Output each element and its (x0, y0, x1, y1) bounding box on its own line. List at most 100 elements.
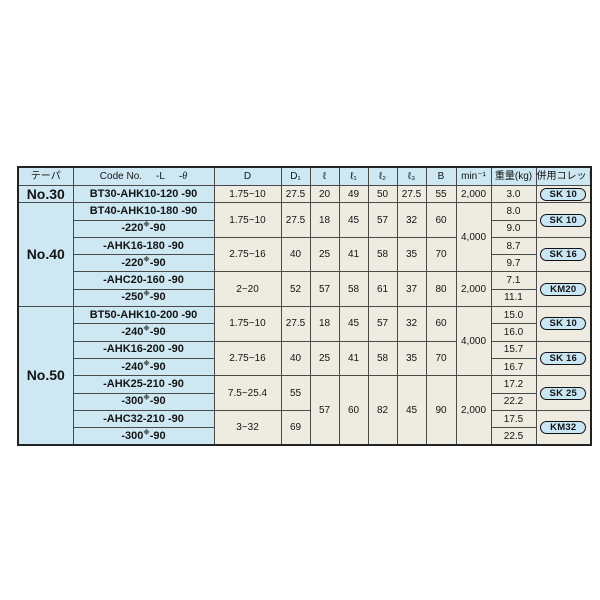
cell-weight: 17.5 (490, 409, 537, 429)
table-row: -220※-90 9.0 (18, 219, 591, 238)
cell-weight: 3.0 (490, 184, 537, 204)
cell-l3: 35 (396, 340, 427, 377)
cell-l1: 45 (338, 202, 369, 238)
col-header-length-label: -L (156, 171, 165, 182)
cell-l2: 57 (367, 306, 398, 342)
cell-collet: SK 10 (535, 306, 592, 342)
cell-d1: 40 (280, 340, 311, 377)
cell-collet: SK 10 (535, 184, 592, 204)
header-row: テーパ Code No. -L -θ D D₁ ℓ ℓ₁ ℓ₂ ℓ₃ B min⁻¹… (17, 166, 592, 186)
cell-l3: 37 (396, 271, 427, 308)
cell-l1: 45 (338, 306, 369, 342)
cell-code: -300※-90 (72, 427, 215, 446)
cell-code: -AHK16-180 -90 (72, 236, 215, 256)
cell-l3: 27.5 (396, 184, 427, 204)
table-row: -300※-90 22.2 (18, 392, 591, 411)
cell-b: 55 (425, 184, 457, 204)
cell-l2: 58 (367, 340, 398, 377)
cell-weight: 11.1 (490, 288, 537, 308)
cell-code: -300※-90 (72, 392, 215, 411)
cell-l: 18 (309, 306, 340, 342)
table-row: No.50 BT50-AHK10-200 -90 1.75~10 27.5 18… (17, 306, 592, 446)
col-header-l1: ℓ₁ (338, 166, 369, 186)
col-header-d1: D₁ (280, 166, 311, 186)
table-row: -AHK25-210 -90 7.5~25.4 55 57 60 82 45 9… (18, 375, 592, 446)
col-header-code-label: Code No. (99, 171, 143, 182)
cell-collet: SK 25 (535, 375, 592, 411)
cell-d1: 55 (280, 375, 311, 411)
cell-d: 7.5~25.4 (213, 375, 282, 411)
taper-no40: No.40 (17, 202, 74, 308)
cell-code: -AHC20-160 -90 (72, 271, 215, 290)
cell-l3: 45 (396, 375, 427, 446)
cell-code: -AHC32-210 -90 (72, 409, 215, 429)
cell-l: 25 (309, 340, 340, 377)
cell-l1: 60 (338, 375, 369, 446)
table-row: -250※-90 11.1 (18, 288, 591, 308)
cell-d1: 40 (280, 236, 311, 273)
cell-l1: 58 (338, 271, 369, 308)
col-header-theta-label: -θ (178, 171, 188, 182)
table-row: -AHK16-180 -90 2.75~16 40 25 41 58 35 70… (18, 236, 592, 273)
cell-b: 90 (425, 375, 457, 446)
collet-badge: SK 10 (540, 317, 587, 331)
cell-b: 60 (425, 202, 457, 238)
collet-badge: SK 10 (540, 213, 587, 227)
col-header-l3: ℓ₃ (396, 166, 427, 186)
cell-weight: 15.7 (490, 340, 537, 359)
collet-badge: KM32 (540, 421, 587, 435)
cell-code: -250※-90 (72, 288, 215, 308)
cell-b: 70 (425, 236, 457, 273)
collet-badge: SK 16 (540, 248, 587, 262)
taper-no30: No.30 (17, 184, 74, 204)
cell-collet: SK 16 (535, 236, 592, 273)
cell-weight: 8.0 (490, 202, 537, 221)
cell-min: 2,000 (455, 184, 492, 204)
cell-d: 1.75~10 (213, 202, 282, 238)
cell-l2: 50 (367, 184, 398, 204)
cell-weight: 8.7 (490, 236, 537, 256)
cell-min: 2,000 (455, 375, 492, 446)
cell-d1: 27.5 (280, 184, 311, 204)
taper-no50: No.50 (17, 306, 74, 446)
cell-d: 3~32 (213, 409, 282, 446)
cell-d: 2.75~16 (213, 340, 282, 377)
cell-weight: 17.2 (490, 375, 537, 394)
cell-l1: 49 (338, 184, 369, 204)
cell-weight: 22.5 (490, 427, 537, 446)
cell-l: 18 (309, 202, 340, 238)
collet-badge: SK 16 (540, 351, 587, 365)
col-header-d: D (213, 166, 282, 186)
collet-badge: SK 10 (540, 187, 587, 201)
col-header-l: ℓ (309, 166, 340, 186)
cell-b: 80 (425, 271, 457, 308)
cell-l3: 32 (396, 306, 427, 342)
cell-l3: 32 (396, 202, 427, 238)
cell-min: 2,000 (455, 271, 492, 308)
cell-d1: 52 (280, 271, 311, 308)
cell-d: 1.75~10 (213, 306, 282, 342)
cell-code: BT50-AHK10-200 -90 (72, 306, 215, 325)
cell-weight: 7.1 (490, 271, 537, 290)
cell-d: 2.75~16 (213, 236, 282, 273)
cell-d1: 27.5 (280, 306, 311, 342)
cell-l1: 41 (338, 340, 369, 377)
col-header-min: min⁻¹ (455, 166, 492, 186)
cell-code: -AHK16-200 -90 (72, 340, 215, 359)
cell-l: 57 (309, 271, 340, 308)
cell-weight: 16.7 (490, 357, 537, 377)
col-header-b: B (425, 166, 457, 186)
cell-l1: 41 (338, 236, 369, 273)
tool-holder-spec-table: テーパ Code No. -L -θ D D₁ ℓ ℓ₁ ℓ₂ ℓ₃ B min⁻¹… (17, 166, 592, 447)
cell-d1: 69 (280, 409, 311, 446)
table-row: -AHC32-210 -90 3~32 69 17.5 KM32 (18, 409, 592, 446)
cell-l: 25 (309, 236, 340, 273)
cell-collet: SK 10 (535, 202, 592, 238)
cell-weight: 9.7 (490, 254, 537, 273)
table-row: -220※-90 9.7 (18, 254, 591, 273)
table-row: -AHC20-160 -90 2~20 52 57 58 61 37 80 2,… (18, 271, 592, 308)
cell-code: BT30-AHK10-120 -90 (72, 184, 215, 204)
cell-collet: KM20 (535, 271, 592, 308)
cell-d1: 27.5 (280, 202, 311, 238)
